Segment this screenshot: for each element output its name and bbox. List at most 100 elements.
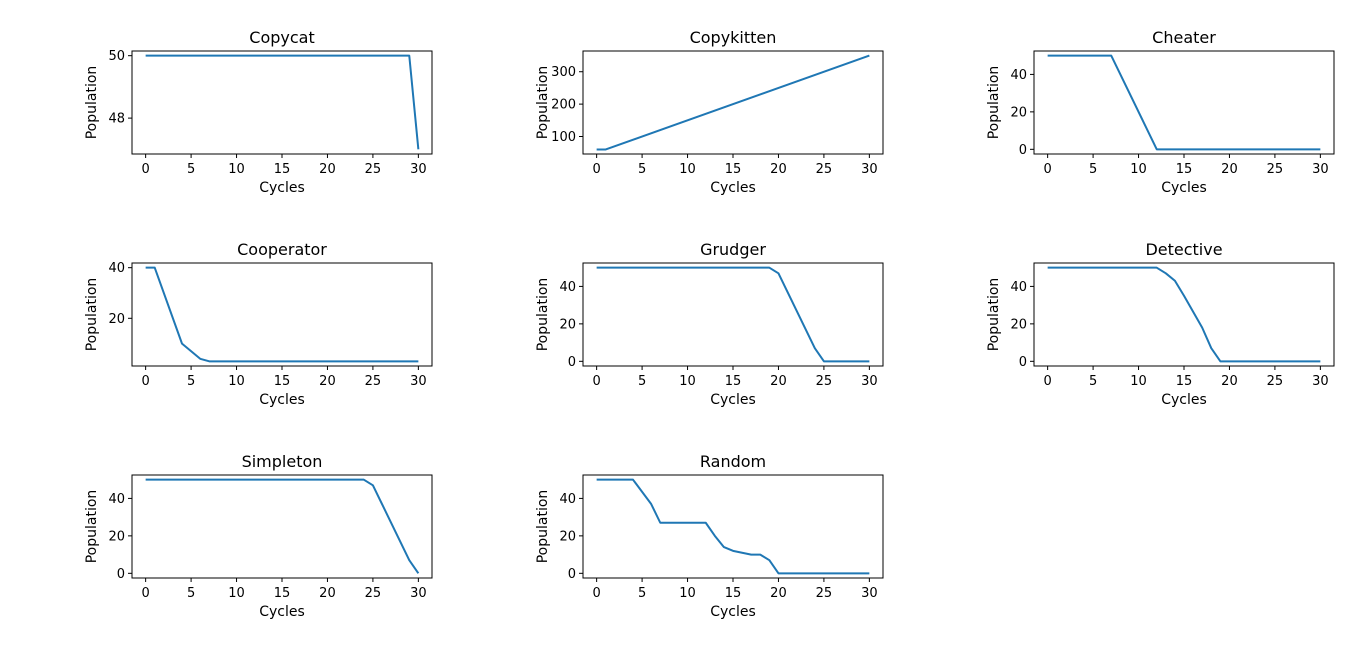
subplot-title: Random bbox=[700, 452, 766, 471]
x-tick-label: 0 bbox=[1043, 374, 1051, 389]
x-tick-label: 20 bbox=[770, 586, 787, 601]
x-tick-label: 10 bbox=[1130, 374, 1147, 389]
x-tick-label: 20 bbox=[319, 586, 336, 601]
x-tick-label: 0 bbox=[141, 374, 149, 389]
x-tick-label: 15 bbox=[1176, 162, 1193, 177]
y-tick-label: 0 bbox=[568, 355, 576, 370]
subplot-title: Detective bbox=[1145, 240, 1222, 259]
subplot-title: Cooperator bbox=[237, 240, 327, 259]
y-tick-label: 20 bbox=[108, 312, 125, 327]
x-tick-label: 0 bbox=[141, 586, 149, 601]
x-axis-label: Cycles bbox=[259, 180, 305, 196]
subplot-title: Copykitten bbox=[690, 28, 777, 47]
series-line bbox=[145, 478, 420, 574]
x-tick-label: 25 bbox=[816, 162, 833, 177]
x-tick-label: 30 bbox=[861, 586, 878, 601]
y-axis-label: Population bbox=[986, 66, 1002, 140]
x-axis-label: Cycles bbox=[710, 604, 756, 620]
plot-frame bbox=[582, 262, 884, 367]
x-tick-label: 10 bbox=[228, 586, 245, 601]
y-tick-label: 0 bbox=[1019, 143, 1027, 158]
x-tick-label: 15 bbox=[725, 586, 742, 601]
subplot-copykitten: Copykitten 0 5 10 15 20 25 30 100 200 300 Cycles Pop… bbox=[535, 28, 884, 196]
plot-frame bbox=[1033, 262, 1335, 367]
x-tick-label: 5 bbox=[638, 162, 646, 177]
y-tick-label: 48 bbox=[108, 112, 125, 127]
subplot-title: Cheater bbox=[1152, 28, 1216, 47]
x-axis-label: Cycles bbox=[259, 604, 305, 620]
series-line bbox=[145, 54, 420, 150]
series-line bbox=[596, 266, 870, 363]
plot-frame bbox=[131, 262, 433, 367]
y-tick-label: 20 bbox=[108, 529, 125, 544]
x-axis-label: Cycles bbox=[1161, 180, 1207, 196]
x-tick-label: 10 bbox=[1130, 162, 1147, 177]
x-tick-label: 30 bbox=[1312, 374, 1329, 389]
x-tick-label: 15 bbox=[1176, 374, 1193, 389]
x-tick-label: 25 bbox=[365, 162, 382, 177]
x-tick-label: 20 bbox=[770, 374, 787, 389]
x-tick-label: 15 bbox=[274, 586, 291, 601]
x-tick-label: 15 bbox=[725, 162, 742, 177]
x-tick-label: 15 bbox=[725, 374, 742, 389]
x-tick-label: 30 bbox=[861, 162, 878, 177]
y-tick-label: 40 bbox=[559, 492, 576, 507]
subplot-copycat: Copycat 0 5 10 15 20 25 30 48 50 Cycles Population bbox=[84, 28, 433, 196]
x-axis-label: Cycles bbox=[259, 392, 305, 408]
y-axis-label: Population bbox=[986, 278, 1002, 352]
y-tick-label: 40 bbox=[108, 492, 125, 507]
subplot-cheater: Cheater 0 5 10 15 20 25 30 0 20 40 Cycles Population bbox=[986, 28, 1335, 196]
y-tick-label: 40 bbox=[559, 280, 576, 295]
y-tick-label: 20 bbox=[1010, 105, 1027, 120]
x-tick-label: 0 bbox=[592, 162, 600, 177]
y-tick-label: 40 bbox=[108, 261, 125, 276]
y-axis-label: Population bbox=[535, 278, 551, 352]
x-tick-label: 0 bbox=[1043, 162, 1051, 177]
y-tick-label: 50 bbox=[108, 49, 125, 64]
x-tick-label: 0 bbox=[592, 374, 600, 389]
plot-frame bbox=[131, 50, 433, 155]
x-tick-label: 30 bbox=[410, 374, 427, 389]
x-tick-label: 20 bbox=[770, 162, 787, 177]
subplot-random: Random 0 5 10 15 20 25 30 0 20 40 Cycles Population bbox=[535, 452, 884, 620]
x-tick-label: 0 bbox=[141, 162, 149, 177]
y-axis-label: Population bbox=[84, 278, 100, 352]
y-tick-label: 0 bbox=[568, 567, 576, 582]
x-tick-label: 5 bbox=[638, 586, 646, 601]
y-tick-label: 20 bbox=[1010, 317, 1027, 332]
x-tick-label: 25 bbox=[365, 586, 382, 601]
y-tick-label: 0 bbox=[1019, 355, 1027, 370]
x-axis-label: Cycles bbox=[1161, 392, 1207, 408]
x-tick-label: 20 bbox=[1221, 374, 1238, 389]
y-axis-label: Population bbox=[84, 490, 100, 564]
y-tick-label: 40 bbox=[1010, 280, 1027, 295]
x-tick-label: 10 bbox=[679, 586, 696, 601]
series-line bbox=[1047, 54, 1321, 151]
series-line bbox=[596, 54, 870, 151]
y-tick-label: 200 bbox=[551, 98, 576, 113]
y-tick-label: 300 bbox=[551, 65, 576, 80]
x-tick-label: 5 bbox=[187, 586, 195, 601]
plot-frame bbox=[131, 474, 433, 579]
x-tick-label: 30 bbox=[410, 162, 427, 177]
x-tick-label: 30 bbox=[1312, 162, 1329, 177]
y-axis-label: Population bbox=[84, 66, 100, 140]
series-line bbox=[596, 478, 870, 575]
x-tick-label: 5 bbox=[638, 374, 646, 389]
x-tick-label: 25 bbox=[1267, 374, 1284, 389]
x-tick-label: 5 bbox=[1089, 162, 1097, 177]
subplot-simpleton: Simpleton 0 5 10 15 20 25 30 0 20 40 Cycles Populati… bbox=[84, 452, 433, 620]
x-tick-label: 25 bbox=[816, 586, 833, 601]
plot-frame bbox=[582, 474, 884, 579]
x-tick-label: 10 bbox=[679, 374, 696, 389]
x-tick-label: 10 bbox=[228, 374, 245, 389]
x-tick-label: 30 bbox=[410, 586, 427, 601]
subplot-title: Grudger bbox=[700, 240, 766, 259]
x-tick-label: 25 bbox=[365, 374, 382, 389]
subplot-grudger: Grudger 0 5 10 15 20 25 30 0 20 40 Cycles Population bbox=[535, 240, 884, 408]
series-line bbox=[1047, 266, 1321, 363]
x-tick-label: 15 bbox=[274, 162, 291, 177]
subplot-title: Copycat bbox=[249, 28, 314, 47]
y-tick-label: 40 bbox=[1010, 68, 1027, 83]
